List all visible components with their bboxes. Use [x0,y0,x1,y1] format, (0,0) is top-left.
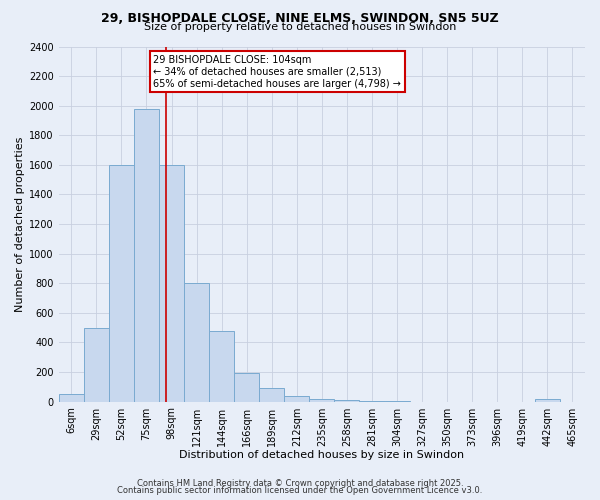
Bar [84,328,109,402]
Bar [359,401,385,402]
Text: Contains HM Land Registry data © Crown copyright and database right 2025.: Contains HM Land Registry data © Crown c… [137,478,463,488]
Text: 29 BISHOPDALE CLOSE: 104sqm
← 34% of detached houses are smaller (2,513)
65% of : 29 BISHOPDALE CLOSE: 104sqm ← 34% of det… [154,56,401,88]
Text: Size of property relative to detached houses in Swindon: Size of property relative to detached ho… [144,22,456,32]
Bar [334,400,359,402]
Bar [259,388,284,402]
Bar [59,394,84,402]
Bar [234,374,259,402]
Bar [109,165,134,402]
Bar [284,396,310,402]
Bar [134,110,159,402]
Bar [535,400,560,402]
Bar [159,165,184,402]
Bar [184,283,209,402]
Y-axis label: Number of detached properties: Number of detached properties [15,136,25,312]
Text: 29, BISHOPDALE CLOSE, NINE ELMS, SWINDON, SN5 5UZ: 29, BISHOPDALE CLOSE, NINE ELMS, SWINDON… [101,12,499,26]
Text: Contains public sector information licensed under the Open Government Licence v3: Contains public sector information licen… [118,486,482,495]
Bar [310,398,334,402]
X-axis label: Distribution of detached houses by size in Swindon: Distribution of detached houses by size … [179,450,464,460]
Bar [209,330,234,402]
